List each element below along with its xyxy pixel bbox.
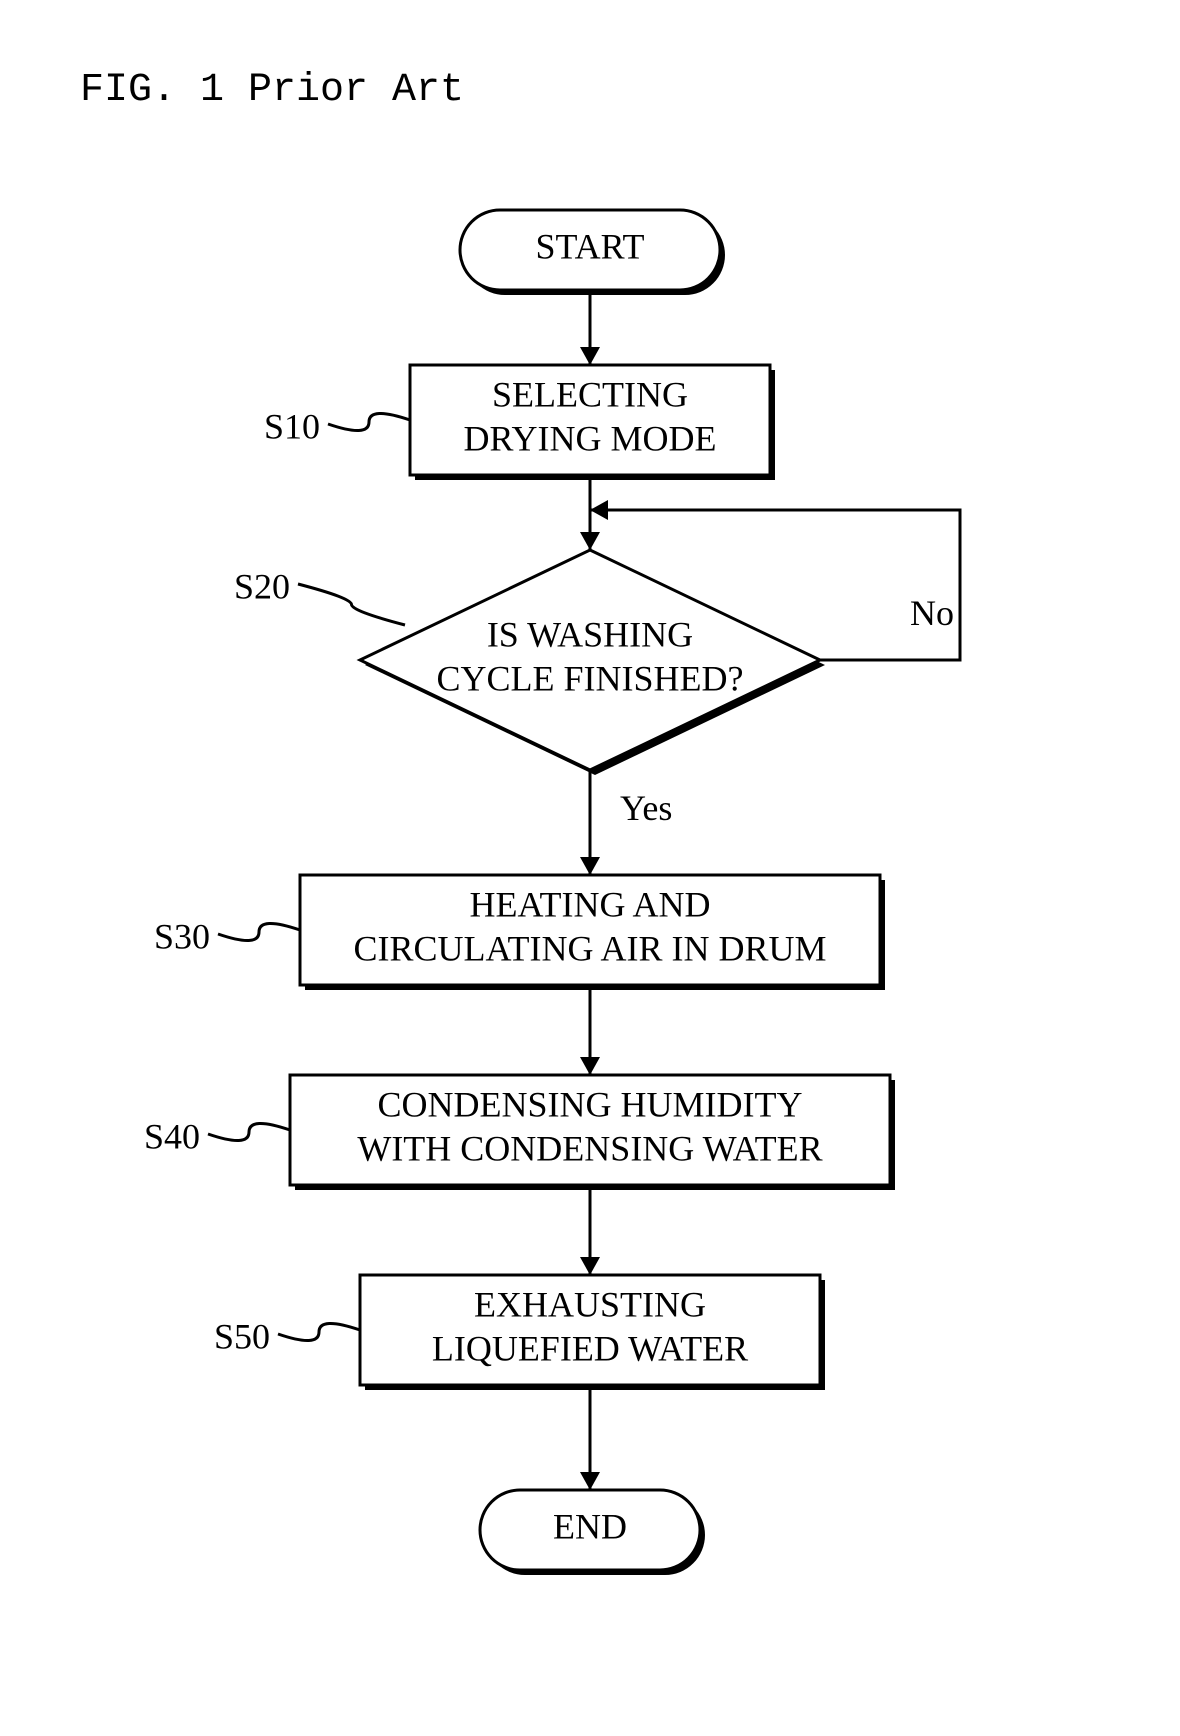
- arrowhead: [580, 857, 600, 875]
- arrowhead: [590, 500, 608, 520]
- figure-caption: FIG. 1 Prior Art: [80, 68, 464, 113]
- step-label-s50: S50: [214, 1316, 270, 1356]
- s40-label-line-1: WITH CONDENSING WATER: [357, 1128, 822, 1168]
- arrowhead: [580, 347, 600, 365]
- step-label-s10: S10: [264, 406, 320, 446]
- arrowhead: [580, 1257, 600, 1275]
- start-label-line-0: START: [536, 226, 645, 266]
- flowchart-canvas: FIG. 1 Prior Art START SELECTINGDRYING MOD…: [0, 0, 1180, 1736]
- s20-label-line-1: CYCLE FINISHED?: [437, 658, 744, 698]
- arrowhead: [580, 1057, 600, 1075]
- step-label-s20: S20: [234, 566, 290, 606]
- step-label-s40: S40: [144, 1116, 200, 1156]
- step-tick-s50: [278, 1323, 360, 1340]
- end-label-line-0: END: [553, 1506, 627, 1546]
- arrowhead: [580, 532, 600, 550]
- step-tick-s40: [208, 1123, 290, 1140]
- step-tick-s10: [328, 413, 410, 430]
- step-tick-s20: [298, 584, 405, 625]
- s10-label-line-1: DRYING MODE: [463, 418, 716, 458]
- s30-label-line-1: CIRCULATING AIR IN DRUM: [353, 928, 826, 968]
- step-tick-s30: [218, 923, 300, 940]
- s50-label-line-1: LIQUEFIED WATER: [432, 1328, 748, 1368]
- s40-label-line-0: CONDENSING HUMIDITY: [378, 1084, 803, 1124]
- s30-label-line-0: HEATING AND: [470, 884, 711, 924]
- s50-label-line-0: EXHAUSTING: [474, 1284, 706, 1324]
- arrowhead: [580, 1472, 600, 1490]
- edge-label-yes: Yes: [620, 788, 672, 828]
- s20-label-line-0: IS WASHING: [487, 614, 693, 654]
- edge-label-no: No: [910, 593, 954, 633]
- s10-label-line-0: SELECTING: [492, 374, 688, 414]
- step-label-s30: S30: [154, 916, 210, 956]
